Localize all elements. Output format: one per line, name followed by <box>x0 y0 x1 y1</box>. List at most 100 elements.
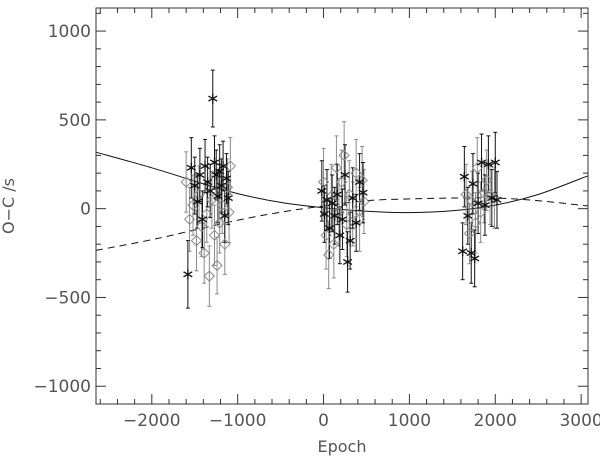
diamond-marker <box>317 176 330 188</box>
star-marker <box>221 173 232 184</box>
star-marker <box>340 169 350 180</box>
star-marker <box>223 193 233 204</box>
diamond-marker <box>358 195 370 208</box>
star-marker <box>186 162 196 173</box>
star-marker <box>457 246 468 257</box>
y-tick-label: 0 <box>80 200 91 220</box>
x-tick-label: 3000 <box>559 411 600 431</box>
star-marker <box>327 198 337 209</box>
star-marker <box>476 157 487 168</box>
star-marker <box>202 177 213 188</box>
y-axis-title: O−C /s <box>0 178 18 234</box>
tick-labels: −2000 −1000 0 1000 2000 3000 −1000 −500 0 500 1000 <box>33 22 600 431</box>
error-bars <box>184 69 499 309</box>
star-marker <box>317 185 327 196</box>
diamond-marker <box>480 174 493 186</box>
axis-ticks <box>96 8 588 405</box>
diamond-marker <box>356 174 368 186</box>
star-marker <box>335 230 345 241</box>
diamond-marker <box>350 167 362 179</box>
diamond-marker <box>211 259 223 272</box>
diamond-marker <box>347 208 359 220</box>
star-marker <box>490 157 500 168</box>
diamond-marker <box>219 238 231 250</box>
y-tick-label: −1000 <box>33 377 91 397</box>
diamond-marker <box>190 234 203 247</box>
diamond-marker <box>195 220 208 233</box>
diamond-marker <box>471 162 483 174</box>
diamond-marker <box>325 190 337 202</box>
star-marker <box>480 200 490 211</box>
star-marker <box>324 223 335 234</box>
star-marker <box>463 210 473 221</box>
diamond-marker <box>187 199 199 211</box>
y-tick-label: 500 <box>59 111 91 131</box>
diamond-marker <box>322 249 335 261</box>
diamond-marker <box>320 229 332 242</box>
star-marker <box>190 180 200 191</box>
x-tick-label: 1000 <box>388 411 431 431</box>
diamond-marker <box>488 192 501 204</box>
star-marker <box>319 208 330 219</box>
diamond-marker <box>335 176 348 188</box>
diamond-marker <box>469 217 482 229</box>
x-tick-label: −2000 <box>123 411 181 431</box>
diamond-marker <box>193 188 205 201</box>
star-marker <box>473 198 483 209</box>
star-marker <box>351 217 361 228</box>
x-tick-label: −1000 <box>209 411 267 431</box>
diamond-marker <box>213 217 226 229</box>
diamond-marker <box>180 176 192 188</box>
y-tick-label: −500 <box>44 288 91 308</box>
diamond-marker <box>216 199 228 211</box>
diamond-marker <box>474 206 487 218</box>
star-marker <box>183 269 193 280</box>
diamond-marker <box>198 247 210 259</box>
star-marker <box>337 214 348 225</box>
star-marker <box>195 169 205 180</box>
star-marker <box>330 210 340 221</box>
star-marker <box>483 159 494 170</box>
star-marker <box>213 191 223 202</box>
star-marker <box>208 93 218 104</box>
star-marker <box>216 180 227 191</box>
diamond-marker <box>460 188 472 201</box>
y-tick-label: 1000 <box>48 22 91 42</box>
star-marker <box>345 235 355 246</box>
plot-frame <box>95 7 589 405</box>
data-points <box>180 93 502 282</box>
diamond-marker <box>328 238 340 250</box>
star-marker <box>192 196 202 207</box>
diamond-marker <box>221 181 234 194</box>
diamond-marker <box>201 208 213 220</box>
star-marker <box>348 193 358 204</box>
star-marker <box>487 193 497 204</box>
x-tick-label: 0 <box>318 411 329 431</box>
star-marker <box>459 171 470 182</box>
star-marker <box>218 161 228 172</box>
star-marker <box>220 210 230 221</box>
diamond-marker <box>341 218 353 231</box>
star-marker <box>354 177 365 188</box>
diamond-marker <box>183 213 196 226</box>
star-marker <box>468 178 478 189</box>
diamond-marker <box>223 206 235 218</box>
star-marker <box>209 157 220 168</box>
diamond-marker <box>463 227 476 240</box>
diamond-marker <box>330 162 343 174</box>
star-marker <box>332 189 342 200</box>
star-marker <box>492 194 502 205</box>
star-marker <box>205 185 215 196</box>
diamond-marker <box>478 186 490 199</box>
diamond-marker <box>338 149 350 162</box>
star-marker <box>197 214 208 225</box>
diamond-marker <box>466 195 478 208</box>
star-marker <box>200 161 210 172</box>
star-marker <box>358 187 368 198</box>
star-marker <box>469 253 480 264</box>
diamond-marker <box>203 270 216 282</box>
diamond-marker <box>208 229 221 242</box>
star-marker <box>342 256 353 267</box>
x-tick-label: 2000 <box>474 411 517 431</box>
